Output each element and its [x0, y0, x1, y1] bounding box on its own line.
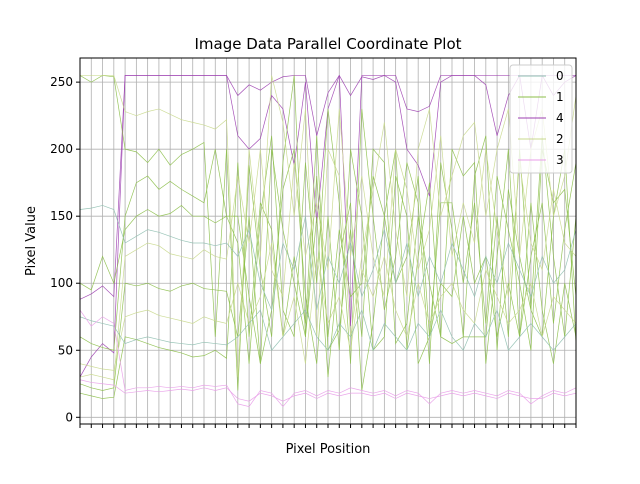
legend-label-2: 2 [556, 132, 564, 146]
x-axis-label: Pixel Position [286, 442, 371, 457]
legend-label-4: 4 [556, 111, 564, 125]
y-axis-label: Pixel Value [24, 206, 39, 276]
series-line-1 [79, 108, 577, 364]
y-axis-ticks: 0 50 100 150 200 250 [50, 75, 80, 424]
series-line-2 [80, 75, 577, 378]
y-tick-label: 200 [50, 142, 73, 156]
legend: 0 1 4 2 3 [509, 64, 573, 174]
legend-box [509, 64, 573, 174]
series-line-3 [79, 309, 577, 408]
series-line-1 [79, 149, 577, 391]
series-line-2 [79, 242, 577, 371]
series-line-1 [79, 75, 577, 391]
legend-label-0: 0 [556, 69, 564, 83]
chart-title: Image Data Parallel Coordinate Plot [194, 35, 461, 53]
series-line-0 [79, 308, 577, 352]
x-axis-ticks [79, 424, 577, 428]
legend-label-1: 1 [556, 90, 564, 104]
legend-label-3: 3 [556, 153, 564, 167]
y-tick-label: 0 [65, 410, 73, 424]
series-layer [79, 74, 577, 408]
series-line-2 [79, 108, 577, 381]
y-tick-label: 250 [50, 75, 73, 89]
y-tick-label: 50 [58, 343, 73, 357]
grid-layer [79, 58, 577, 424]
series-line-0 [79, 205, 577, 312]
y-tick-label: 150 [50, 209, 73, 223]
y-tick-label: 100 [50, 276, 73, 290]
series-line-1 [79, 149, 577, 364]
series-line-3 [79, 379, 577, 402]
